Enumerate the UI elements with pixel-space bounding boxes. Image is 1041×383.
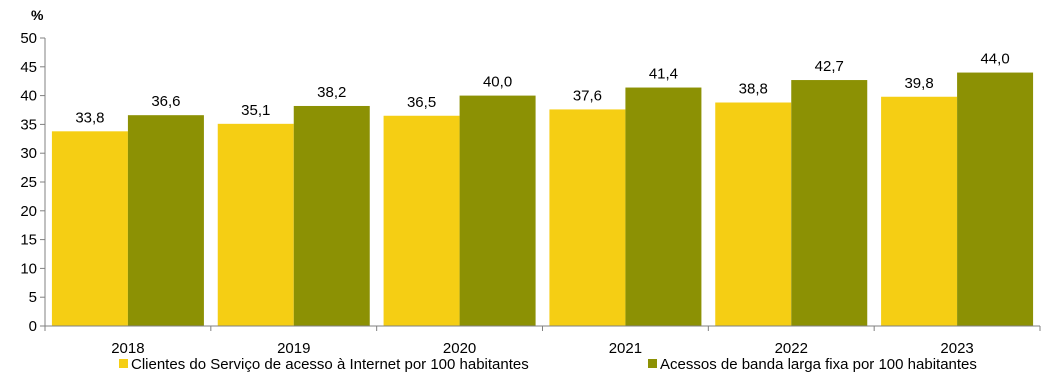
data-label-acessos-2020: 40,0 (483, 74, 512, 91)
y-tick-label-5: 5 (29, 289, 37, 306)
bar-acessos-2021 (625, 87, 702, 326)
data-label-acessos-2018: 36,6 (151, 93, 180, 110)
x-tick-label-2021: 2021 (609, 340, 642, 357)
data-label-acessos-2023: 44,0 (980, 51, 1009, 68)
bar-acessos-2022 (791, 80, 868, 326)
bar-clientes-2020 (383, 115, 460, 326)
y-tick-label-10: 10 (20, 260, 37, 277)
bar-acessos-2023 (957, 72, 1034, 326)
x-tick-label-2020: 2020 (443, 340, 476, 357)
x-tick-label-2019: 2019 (277, 340, 310, 357)
y-tick-label-25: 25 (20, 174, 37, 191)
legend-label-clientes: Clientes do Serviço de acesso à Internet… (131, 356, 529, 373)
y-tick-label-35: 35 (20, 116, 37, 133)
x-tick-label-2022: 2022 (775, 340, 808, 357)
y-axis-unit-label: % (31, 7, 44, 23)
data-label-clientes-2020: 36,5 (407, 94, 436, 111)
bar-clientes-2023 (881, 96, 958, 326)
bars-layer (51, 72, 1034, 327)
axes-layer: 0 5 10 15 20 25 30 35 40 45 50 2018 2019 2020 2021 2022… (20, 30, 1041, 357)
x-tick-label-2023: 2023 (940, 340, 973, 357)
data-label-clientes-2021: 37,6 (573, 87, 602, 104)
bar-clientes-2018 (51, 131, 128, 326)
legend-swatch-acessos (648, 359, 657, 368)
data-label-clientes-2022: 38,8 (739, 81, 768, 98)
y-tick-label-20: 20 (20, 203, 37, 220)
bar-clientes-2021 (549, 109, 626, 326)
data-label-clientes-2019: 35,1 (241, 102, 270, 119)
y-tick-label-45: 45 (20, 59, 37, 76)
y-tick-label-40: 40 (20, 88, 37, 105)
y-tick-label-50: 50 (20, 30, 37, 47)
bar-clientes-2022 (715, 102, 792, 327)
y-tick-label-0: 0 (29, 318, 37, 335)
y-tick-label-15: 15 (20, 232, 37, 249)
data-label-acessos-2021: 41,4 (649, 66, 678, 83)
data-labels-layer: 33,8 36,6 35,1 38,2 36,5 40,0 37,6 41,4 38,8 42,7… (75, 51, 1009, 127)
y-tick-label-30: 30 (20, 145, 37, 162)
data-label-acessos-2019: 38,2 (317, 84, 346, 101)
data-label-clientes-2023: 39,8 (904, 75, 933, 92)
legend-label-acessos: Acessos de banda larga fixa por 100 habi… (660, 356, 977, 373)
legend: Clientes do Serviço de acesso à Internet… (119, 356, 977, 373)
bar-clientes-2019 (217, 123, 294, 326)
legend-swatch-clientes (119, 359, 128, 368)
x-tick-label-2018: 2018 (111, 340, 144, 357)
data-label-acessos-2022: 42,7 (815, 58, 844, 75)
bar-acessos-2018 (127, 115, 204, 327)
data-label-clientes-2018: 33,8 (75, 109, 104, 126)
bar-acessos-2020 (459, 95, 536, 326)
bar-acessos-2019 (293, 105, 370, 326)
